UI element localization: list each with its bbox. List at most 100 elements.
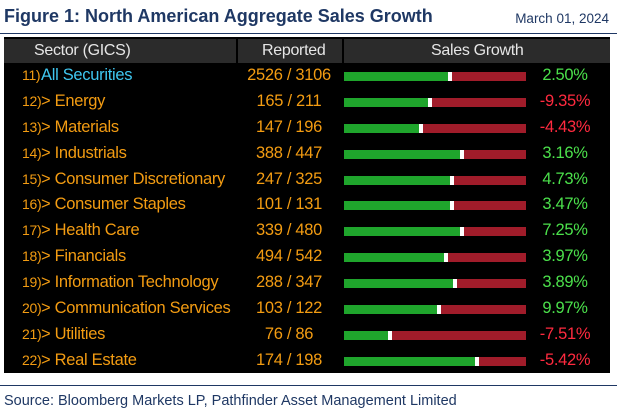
- reported-count: 494 / 542: [255, 247, 323, 266]
- growth-bar-fill: [344, 305, 437, 315]
- growth-bar: [344, 330, 526, 340]
- growth-bar-marker: [450, 201, 454, 211]
- sector-name[interactable]: > Materials: [41, 117, 119, 136]
- row-number[interactable]: 22): [22, 351, 42, 368]
- table-row[interactable]: 12) > Energy 165 / 211 -9.35%: [4, 90, 610, 116]
- table-row[interactable]: 22) > Real Estate 174 / 198 -5.42%: [4, 349, 610, 375]
- growth-bar-marker: [388, 330, 392, 340]
- reported-count: 388 / 447: [255, 143, 323, 162]
- growth-bar: [344, 72, 526, 81]
- sales-growth-value: 4.73%: [542, 169, 588, 188]
- sales-growth-value: 7.25%: [542, 221, 588, 240]
- sector-name[interactable]: > Information Technology: [41, 273, 219, 292]
- growth-bar-fill: [344, 175, 450, 185]
- growth-bar: [344, 123, 526, 133]
- reported-count: 165 / 211: [256, 91, 322, 110]
- table-row[interactable]: 14) > Industrials 388 / 447 3.16%: [4, 142, 610, 168]
- sales-growth-table: Sector (GICS) Reported Sales Growth 11) A…: [4, 37, 610, 373]
- figure-title: Figure 1: North American Aggregate Sales…: [4, 6, 433, 26]
- growth-bar-fill: [344, 330, 388, 340]
- growth-bar-fill: [344, 227, 460, 237]
- sales-growth-value: 3.97%: [542, 247, 588, 266]
- sector-name[interactable]: > Health Care: [41, 221, 140, 240]
- reported-count: 76 / 86: [264, 324, 314, 343]
- sector-name[interactable]: > Utilities: [41, 324, 106, 343]
- title-divider: [0, 33, 617, 34]
- table-body: 11) All Securities 2526 / 3106 2.50% 12) > En…: [4, 64, 610, 375]
- growth-bar-fill: [344, 253, 444, 263]
- growth-bar: [344, 279, 526, 289]
- figure-date: March 01, 2024: [515, 11, 609, 26]
- column-header-reported[interactable]: Reported: [262, 42, 326, 59]
- figure-source: Source: Bloomberg Markets LP, Pathfinder…: [4, 393, 457, 409]
- sector-name[interactable]: > Communication Services: [41, 299, 231, 318]
- sector-name[interactable]: > Industrials: [41, 143, 127, 162]
- column-header-sales-growth[interactable]: Sales Growth: [431, 42, 524, 59]
- reported-count: 103 / 122: [255, 299, 323, 318]
- table-row[interactable]: 15) > Consumer Discretionary 247 / 325 4.73…: [4, 168, 610, 194]
- row-number[interactable]: 18): [22, 248, 42, 265]
- row-number[interactable]: 15): [22, 170, 42, 187]
- table-row[interactable]: 17) > Health Care 339 / 480 7.25%: [4, 219, 610, 245]
- growth-bar-marker: [460, 227, 464, 237]
- sales-growth-value: -9.35%: [539, 91, 591, 110]
- growth-bar-fill: [344, 123, 419, 133]
- table-row[interactable]: 13) > Materials 147 / 196 -4.43%: [4, 116, 610, 142]
- column-separator: [342, 39, 344, 63]
- growth-bar-marker: [428, 97, 432, 107]
- growth-bar: [344, 175, 526, 185]
- sales-growth-value: -5.42%: [539, 350, 591, 369]
- growth-bar-fill: [344, 279, 453, 289]
- table-row[interactable]: 20) > Communication Services 103 / 122 9.97…: [4, 297, 610, 323]
- row-number[interactable]: 14): [22, 144, 42, 161]
- sector-name[interactable]: > Real Estate: [41, 350, 137, 369]
- row-number[interactable]: 21): [22, 325, 42, 342]
- growth-bar-marker: [437, 305, 441, 315]
- growth-bar: [344, 149, 526, 159]
- row-number[interactable]: 12): [22, 92, 42, 109]
- source-divider: [0, 385, 617, 386]
- reported-count: 288 / 347: [255, 273, 323, 292]
- row-number[interactable]: 16): [22, 196, 42, 213]
- growth-bar-marker: [419, 123, 423, 133]
- growth-bar-marker: [460, 149, 464, 159]
- sales-growth-value: 9.97%: [542, 299, 588, 318]
- growth-bar: [344, 201, 526, 211]
- growth-bar: [344, 305, 526, 315]
- table-row[interactable]: 21) > Utilities 76 / 86 -7.51%: [4, 323, 610, 349]
- row-number[interactable]: 13): [22, 118, 42, 135]
- sales-growth-value: -4.43%: [539, 117, 591, 136]
- table-row[interactable]: 19) > Information Technology 288 / 347 3.89…: [4, 271, 610, 297]
- sector-name[interactable]: > Consumer Discretionary: [41, 169, 225, 188]
- column-header-sector[interactable]: Sector (GICS): [34, 42, 131, 59]
- growth-bar-fill: [344, 149, 460, 159]
- growth-bar: [344, 97, 526, 107]
- growth-bar: [344, 356, 526, 366]
- sector-name[interactable]: > Financials: [41, 247, 126, 266]
- growth-bar-fill: [344, 72, 448, 81]
- table-header: Sector (GICS) Reported Sales Growth: [4, 39, 610, 63]
- table-row[interactable]: 16) > Consumer Staples 101 / 131 3.47%: [4, 193, 610, 219]
- table-row[interactable]: 18) > Financials 494 / 542 3.97%: [4, 245, 610, 271]
- growth-bar-fill: [344, 97, 428, 107]
- column-separator: [236, 39, 238, 63]
- growth-bar-marker: [450, 175, 454, 185]
- sector-name[interactable]: > Energy: [41, 91, 106, 110]
- sales-growth-value: 3.47%: [542, 195, 588, 214]
- reported-count: 174 / 198: [255, 350, 323, 369]
- table-row[interactable]: 11) All Securities 2526 / 3106 2.50%: [4, 64, 610, 90]
- row-number[interactable]: 19): [22, 274, 42, 291]
- sales-growth-value: 3.16%: [542, 143, 588, 162]
- row-number[interactable]: 11): [22, 67, 41, 83]
- sector-name[interactable]: > Consumer Staples: [41, 195, 186, 214]
- growth-bar-marker: [448, 72, 452, 81]
- growth-bar-fill: [344, 201, 450, 211]
- sales-growth-value: 2.50%: [542, 66, 588, 84]
- row-number[interactable]: 17): [22, 222, 42, 239]
- growth-bar-marker: [475, 356, 479, 366]
- growth-bar-fill: [344, 356, 475, 366]
- reported-count: 2526 / 3106: [247, 66, 331, 84]
- reported-count: 101 / 131: [255, 195, 323, 214]
- row-number[interactable]: 20): [22, 300, 42, 317]
- sector-name[interactable]: All Securities: [41, 66, 133, 84]
